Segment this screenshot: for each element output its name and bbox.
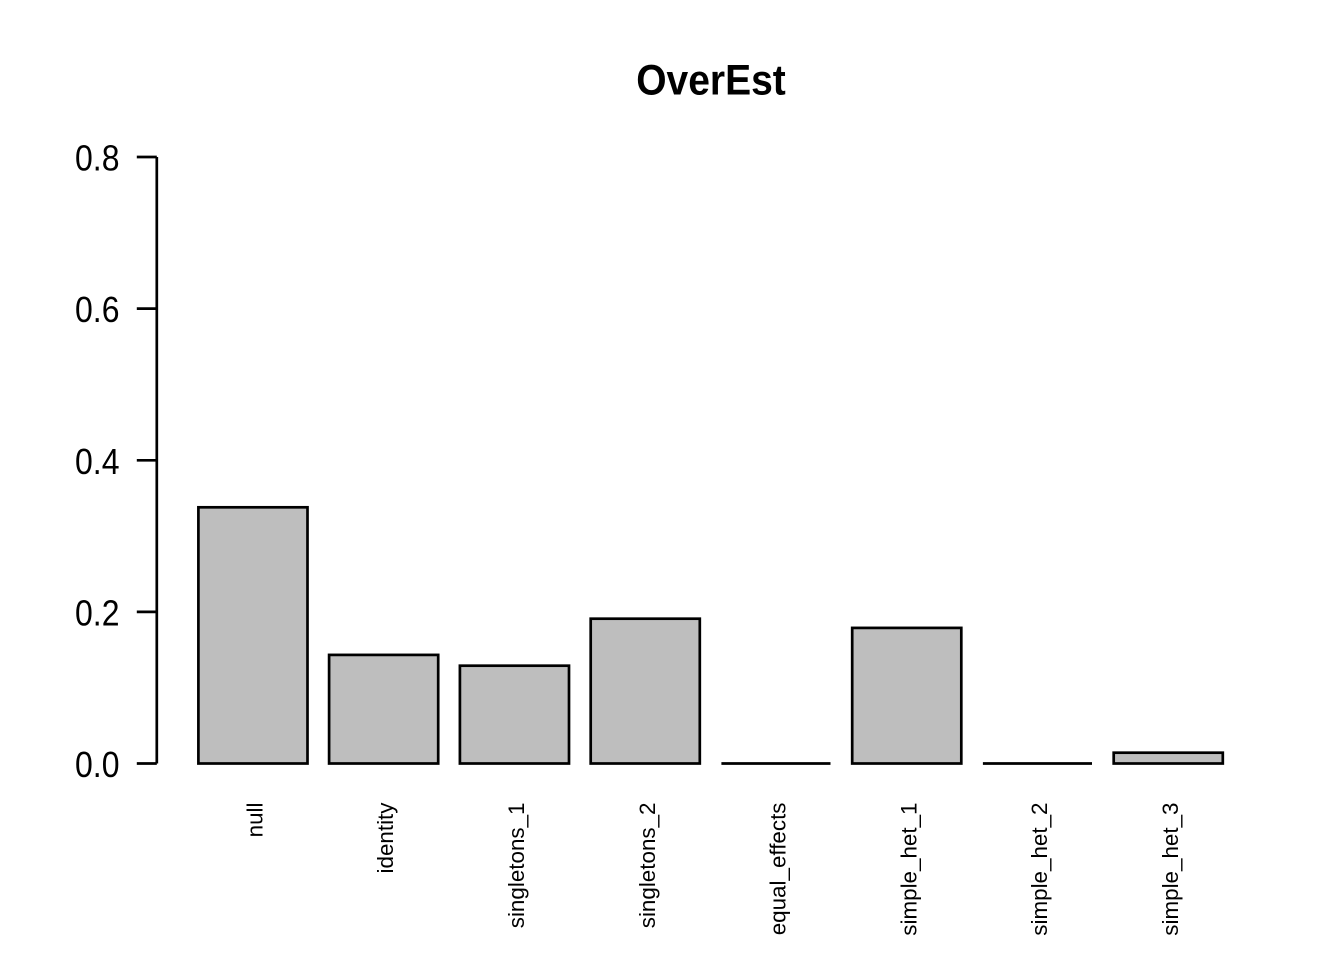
svg-text:null: null xyxy=(243,803,268,838)
svg-text:OverEst: OverEst xyxy=(636,56,786,104)
svg-text:0.4: 0.4 xyxy=(75,442,119,482)
svg-text:simple_het_1: simple_het_1 xyxy=(896,803,921,936)
svg-text:0.2: 0.2 xyxy=(75,594,119,634)
svg-text:0.8: 0.8 xyxy=(75,139,119,179)
svg-text:identity: identity xyxy=(373,802,398,874)
svg-text:0.6: 0.6 xyxy=(75,291,119,331)
svg-text:singletons_2: singletons_2 xyxy=(635,803,660,929)
svg-text:equal_effects: equal_effects xyxy=(766,803,791,936)
svg-text:simple_het_3: simple_het_3 xyxy=(1158,803,1183,936)
svg-text:singletons_1: singletons_1 xyxy=(504,803,529,929)
svg-text:0.0: 0.0 xyxy=(75,745,119,785)
svg-text:simple_het_2: simple_het_2 xyxy=(1027,803,1052,936)
